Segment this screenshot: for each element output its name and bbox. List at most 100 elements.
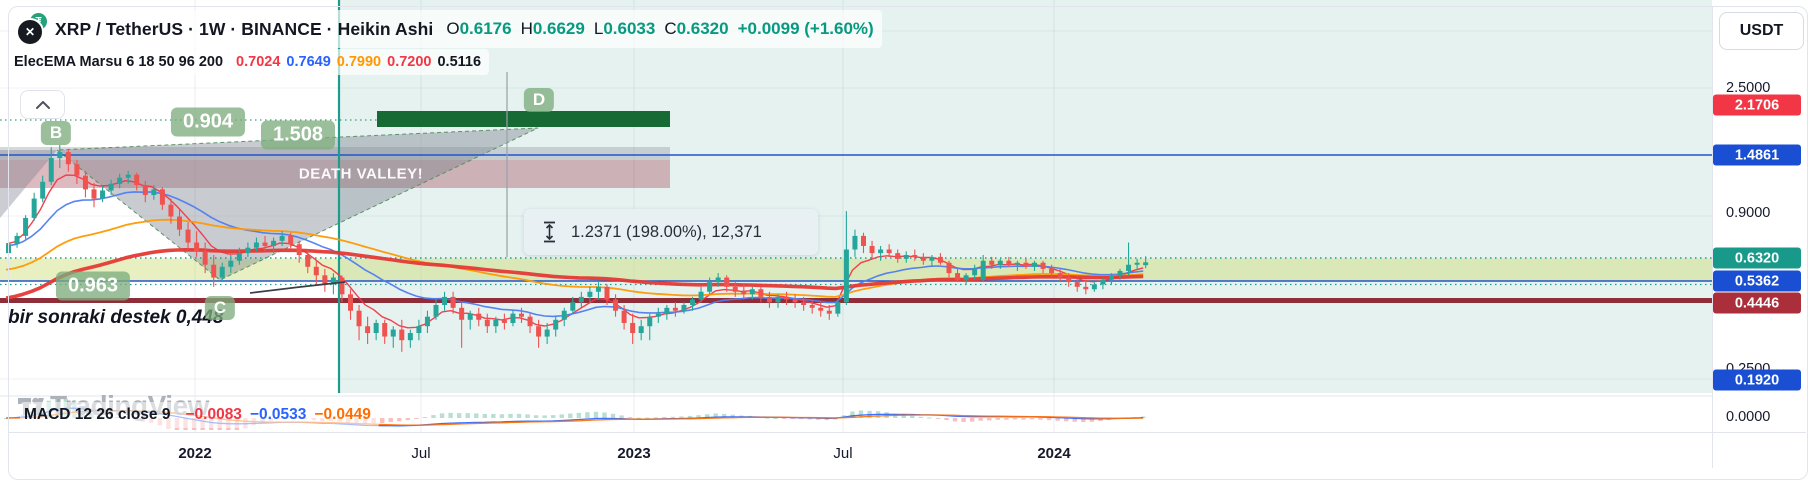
symbol-title[interactable]: XRP / TetherUS · 1W · BINANCE · Heikin A… — [55, 18, 434, 39]
ema-indicator-legend[interactable]: ElecEMA Marsu 6 18 50 96 200 0.7024 0.764… — [10, 49, 490, 75]
candle — [1108, 273, 1114, 285]
symbol-legend[interactable]: ₮ ✕ XRP / TetherUS · 1W · BINANCE · Heik… — [10, 10, 882, 48]
indicator-value: −0.0449 — [314, 406, 371, 423]
pattern-point-c[interactable]: C — [204, 296, 236, 320]
price-level-badge[interactable]: 1.4861 — [1713, 144, 1801, 166]
pattern-ratio-label[interactable]: 0.963 — [55, 271, 131, 301]
candle — [322, 268, 328, 292]
candle — [792, 294, 798, 308]
candle — [424, 310, 430, 334]
candle — [313, 260, 319, 285]
time-tick: 2024 — [1037, 445, 1071, 462]
candle — [929, 254, 935, 267]
indicator-value: 0.7024 — [236, 54, 281, 70]
candle — [450, 291, 456, 314]
axis-separator-vertical — [1712, 6, 1713, 468]
candle — [48, 147, 54, 185]
candle — [1117, 268, 1123, 280]
indicator-value: 0.7200 — [387, 54, 432, 70]
support-note-annotation[interactable]: bir sonraki destek 0,448 — [8, 307, 224, 328]
candle — [245, 242, 251, 257]
time-tick: 2022 — [178, 445, 212, 462]
candle — [989, 256, 995, 269]
candle — [1074, 277, 1080, 292]
death-valley-annotation[interactable]: DEATH VALLEY! — [298, 165, 424, 183]
candle — [963, 273, 969, 285]
measure-tool-box[interactable]: 1.2371 (198.00%), 12,371 — [524, 209, 818, 255]
pattern-ratio-label[interactable]: 0.904 — [170, 107, 246, 137]
candle — [305, 249, 311, 274]
pattern-ratio-label[interactable]: 1.508 — [260, 120, 336, 150]
candle — [655, 307, 661, 323]
candle — [681, 302, 687, 314]
price-level-badge[interactable]: 0.5362 — [1713, 270, 1801, 292]
candle — [151, 184, 157, 200]
candle — [809, 299, 815, 314]
price-level-badge[interactable]: 0.4446 — [1713, 292, 1801, 314]
candle — [1040, 260, 1046, 274]
indicator-value: 0.7990 — [336, 54, 382, 70]
pattern-point-b[interactable]: B — [40, 121, 72, 145]
time-tick: Jul — [833, 445, 853, 462]
candle — [980, 254, 986, 283]
price-tick: 0.0000 — [1726, 409, 1771, 425]
candle — [1032, 260, 1037, 271]
price-level-badge[interactable]: 0.6320 — [1713, 247, 1801, 269]
candle — [177, 209, 182, 236]
candle — [852, 229, 858, 257]
candle — [467, 310, 473, 330]
close-label: C — [664, 19, 677, 38]
candle — [544, 322, 550, 344]
candle — [339, 275, 345, 303]
measure-value: 1.2371 (198.00%), 12,371 — [571, 222, 762, 241]
price-level-badge[interactable]: 2.1706 — [1713, 94, 1801, 116]
indicator-value: 0.5116 — [437, 54, 482, 70]
candle — [1134, 258, 1140, 269]
candle — [630, 313, 636, 344]
candle — [672, 302, 678, 317]
candle — [553, 316, 559, 337]
candle — [775, 294, 781, 308]
candle — [14, 232, 20, 248]
candle — [835, 299, 841, 317]
candle — [664, 304, 670, 320]
candle — [433, 299, 439, 320]
candle — [784, 291, 790, 305]
candle — [536, 319, 542, 348]
chart-canvas[interactable] — [0, 0, 1712, 432]
currency-toggle-button[interactable]: USDT — [1719, 12, 1804, 50]
time-axis[interactable]: 2022 Jul 2023 Jul 2024 — [8, 433, 1806, 478]
ema-indicator-title[interactable]: ElecEMA Marsu 6 18 50 96 200 — [14, 54, 224, 70]
candle — [912, 249, 918, 261]
candle — [955, 268, 961, 283]
candle — [749, 286, 755, 300]
candle — [1049, 264, 1055, 278]
candle — [493, 316, 499, 334]
candle — [185, 222, 191, 250]
candle — [638, 319, 644, 341]
chevron-up-icon — [35, 100, 50, 109]
candle — [108, 179, 114, 196]
price-level-badge[interactable]: 0.1920 — [1713, 369, 1801, 391]
candle — [194, 231, 200, 257]
candle — [878, 245, 884, 261]
candle — [279, 231, 285, 246]
candle — [459, 302, 465, 348]
collapse-pane-button[interactable] — [20, 90, 65, 119]
candle — [82, 170, 88, 198]
candle — [65, 148, 71, 172]
close-value: 0.6320 — [676, 19, 729, 38]
low-label: L — [593, 19, 604, 38]
candle — [31, 192, 37, 221]
time-tick: 2023 — [617, 445, 651, 462]
candle — [100, 186, 106, 203]
candle — [484, 313, 490, 334]
candle — [826, 304, 832, 320]
pattern-point-d[interactable]: D — [523, 88, 555, 112]
macd-indicator-title[interactable]: MACD 12 26 close 9 — [24, 406, 171, 423]
macd-indicator-legend[interactable]: MACD 12 26 close 9 −0.0083 −0.0533 −0.0449 — [20, 402, 379, 428]
candle — [698, 286, 704, 303]
candle — [920, 253, 926, 265]
